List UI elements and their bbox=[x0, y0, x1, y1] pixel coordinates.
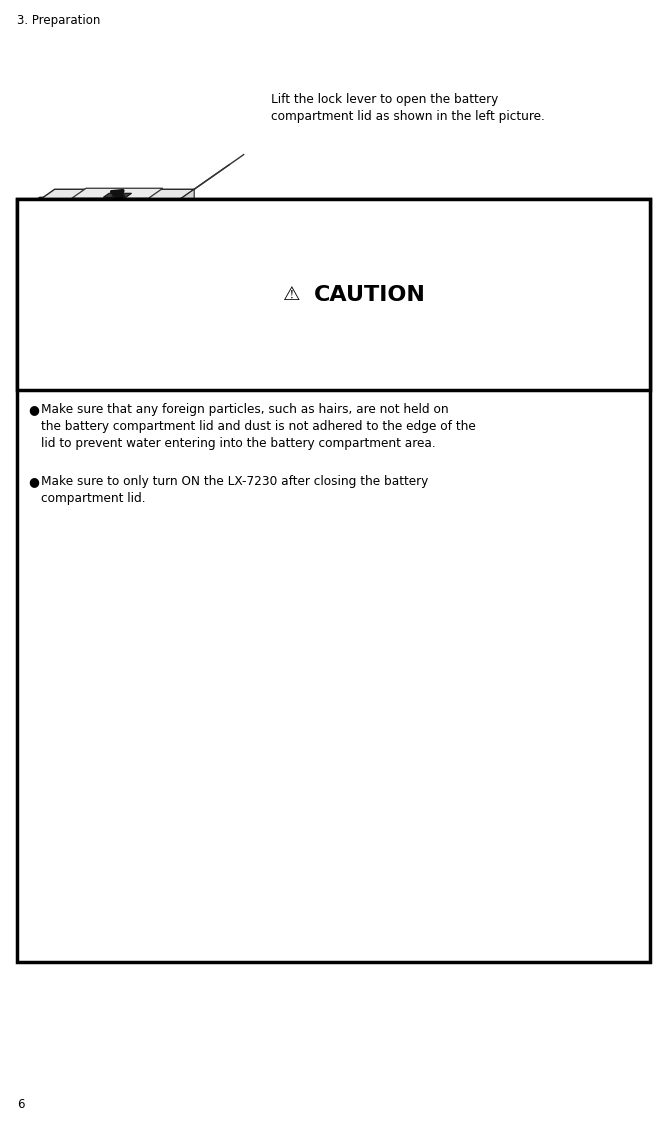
Text: Make sure that any foreign particles, such as hairs, are not held on
the battery: Make sure that any foreign particles, su… bbox=[41, 403, 476, 450]
Polygon shape bbox=[117, 817, 159, 821]
Text: ⚠: ⚠ bbox=[283, 285, 300, 304]
FancyBboxPatch shape bbox=[45, 603, 175, 628]
Polygon shape bbox=[121, 813, 143, 820]
Polygon shape bbox=[121, 390, 161, 394]
Text: CAUTION: CAUTION bbox=[313, 285, 426, 305]
Bar bbox=[17, 199, 650, 390]
Polygon shape bbox=[40, 383, 194, 393]
Text: 3. Preparation: 3. Preparation bbox=[17, 14, 100, 26]
Text: Install new batteries according to the polarity
indication inside the battery co: Install new batteries according to the p… bbox=[271, 490, 548, 571]
Text: Hook the lock lever on the projection from
the body and press it down until it i: Hook the lock lever on the projection fr… bbox=[271, 683, 528, 730]
FancyBboxPatch shape bbox=[67, 615, 153, 621]
Text: 6: 6 bbox=[17, 1098, 24, 1111]
Polygon shape bbox=[131, 396, 180, 408]
Polygon shape bbox=[71, 188, 163, 198]
FancyBboxPatch shape bbox=[61, 607, 159, 623]
Polygon shape bbox=[71, 809, 163, 819]
Polygon shape bbox=[180, 383, 194, 411]
Polygon shape bbox=[180, 810, 194, 838]
Polygon shape bbox=[124, 386, 146, 392]
Polygon shape bbox=[112, 190, 123, 196]
Text: ●: ● bbox=[28, 403, 39, 416]
FancyBboxPatch shape bbox=[38, 818, 182, 841]
Circle shape bbox=[49, 604, 55, 608]
FancyBboxPatch shape bbox=[62, 608, 75, 622]
Circle shape bbox=[165, 604, 171, 608]
FancyBboxPatch shape bbox=[38, 197, 182, 220]
Text: Lift the lock lever to open the battery
compartment lid as shown in the left pic: Lift the lock lever to open the battery … bbox=[271, 93, 544, 123]
Polygon shape bbox=[40, 189, 194, 199]
FancyBboxPatch shape bbox=[32, 596, 188, 634]
Polygon shape bbox=[36, 576, 201, 599]
Text: ●: ● bbox=[28, 475, 39, 489]
FancyBboxPatch shape bbox=[38, 391, 182, 413]
Text: Make sure to only turn ON the LX-7230 after closing the battery
compartment lid.: Make sure to only turn ON the LX-7230 af… bbox=[41, 475, 429, 505]
Polygon shape bbox=[180, 189, 194, 219]
Polygon shape bbox=[103, 194, 131, 197]
Bar bbox=[17, 199, 650, 962]
Polygon shape bbox=[40, 810, 194, 820]
